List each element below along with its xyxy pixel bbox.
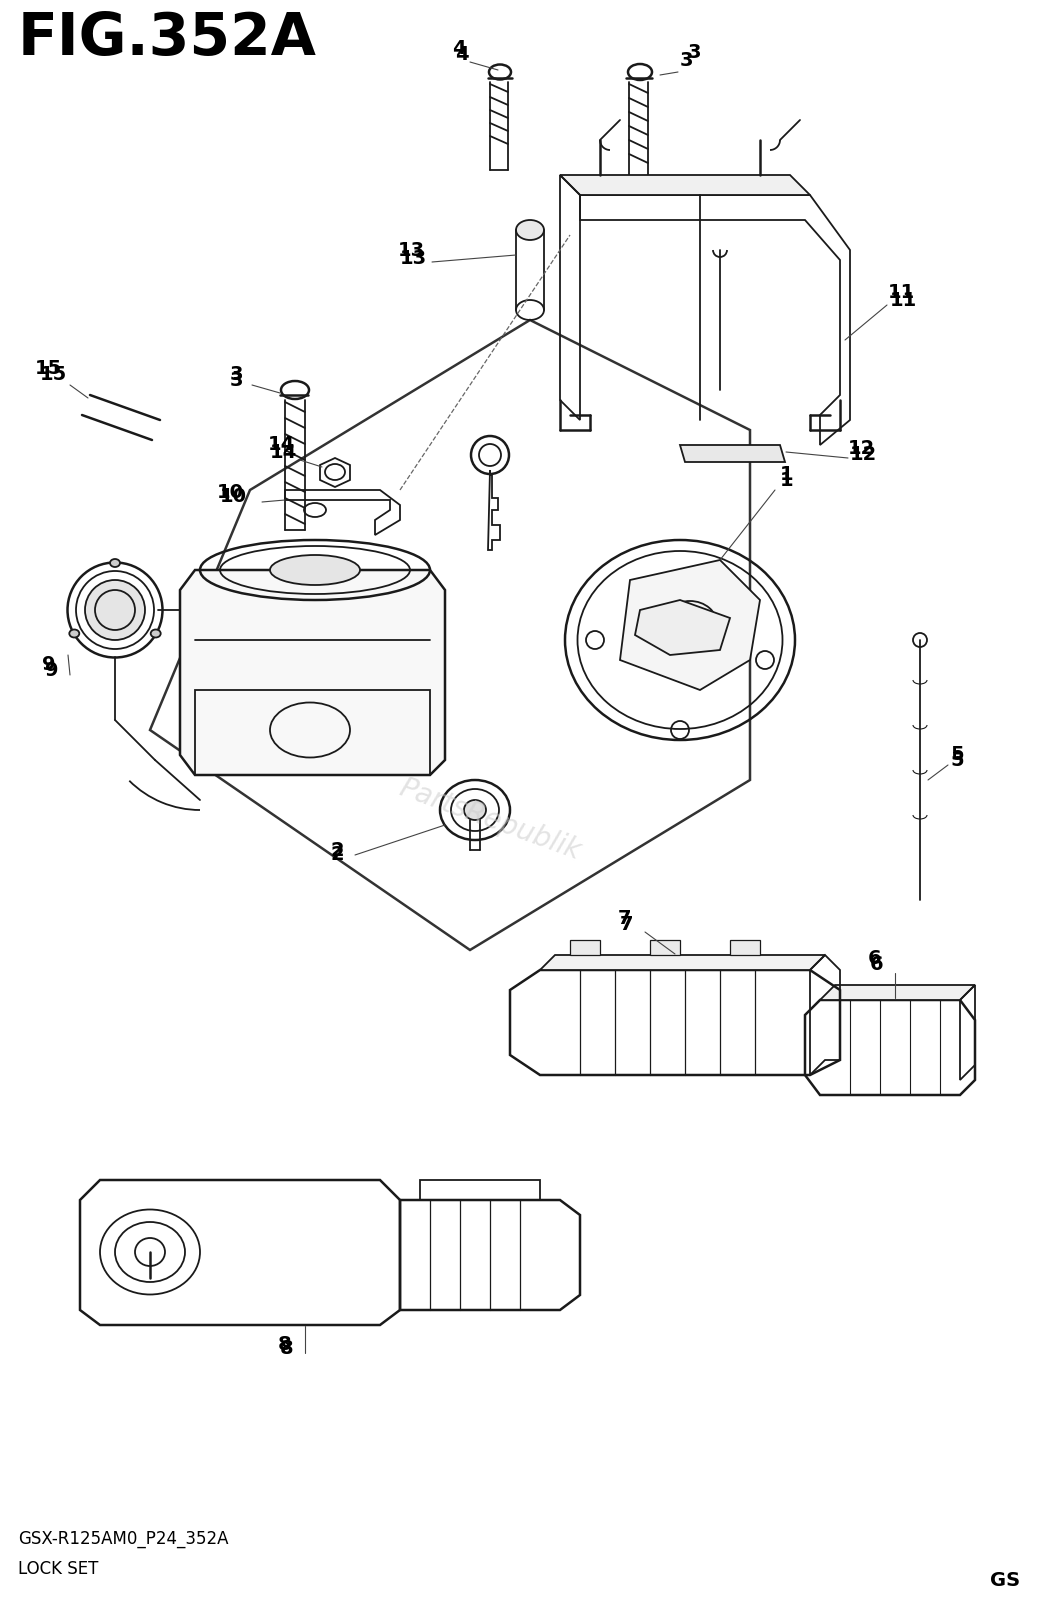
Text: 5: 5 (950, 746, 963, 765)
Text: 14: 14 (270, 443, 297, 461)
Text: 11: 11 (890, 291, 917, 309)
Text: LOCK SET: LOCK SET (18, 1560, 98, 1578)
Text: 12: 12 (848, 438, 875, 458)
Text: PartsRepublik: PartsRepublik (395, 774, 584, 866)
Polygon shape (570, 939, 600, 955)
Text: GS: GS (990, 1571, 1020, 1590)
Ellipse shape (516, 219, 544, 240)
Polygon shape (680, 445, 784, 462)
Ellipse shape (464, 800, 486, 819)
Text: 13: 13 (398, 240, 425, 259)
Text: 3: 3 (230, 371, 243, 389)
Polygon shape (650, 939, 680, 955)
Text: 10: 10 (217, 483, 244, 501)
Text: 2: 2 (330, 840, 343, 859)
Ellipse shape (69, 629, 79, 637)
Ellipse shape (270, 555, 360, 586)
Text: 12: 12 (850, 445, 877, 464)
Text: 9: 9 (45, 661, 59, 680)
Text: 7: 7 (618, 909, 632, 928)
Polygon shape (180, 570, 445, 774)
Ellipse shape (85, 579, 145, 640)
Text: 13: 13 (400, 248, 428, 267)
Text: 6: 6 (868, 949, 881, 968)
Text: 3: 3 (230, 365, 243, 384)
Text: GSX-R125AM0_P24_352A: GSX-R125AM0_P24_352A (18, 1530, 229, 1549)
Text: 5: 5 (950, 750, 963, 770)
Ellipse shape (110, 558, 120, 566)
Text: 1: 1 (780, 470, 794, 490)
Text: 2: 2 (330, 845, 343, 864)
Text: 3: 3 (688, 43, 701, 61)
Polygon shape (540, 955, 824, 970)
Text: FIG.352A: FIG.352A (18, 10, 317, 67)
Text: 6: 6 (870, 955, 883, 974)
Text: 4: 4 (455, 45, 469, 64)
Ellipse shape (151, 629, 161, 637)
Text: 8: 8 (278, 1336, 292, 1355)
Polygon shape (620, 560, 760, 690)
Polygon shape (560, 174, 810, 195)
Text: 8: 8 (280, 1339, 294, 1357)
Polygon shape (635, 600, 730, 654)
Text: 15: 15 (40, 365, 67, 384)
Text: 11: 11 (888, 283, 915, 301)
Text: 15: 15 (35, 358, 62, 378)
Text: 1: 1 (780, 466, 794, 485)
Text: 3: 3 (680, 51, 694, 69)
Text: 10: 10 (220, 488, 247, 507)
Text: 14: 14 (269, 435, 295, 454)
Polygon shape (820, 986, 975, 1000)
Text: 7: 7 (620, 915, 634, 934)
Polygon shape (730, 939, 760, 955)
Text: 9: 9 (42, 656, 56, 675)
Text: 4: 4 (452, 38, 465, 58)
